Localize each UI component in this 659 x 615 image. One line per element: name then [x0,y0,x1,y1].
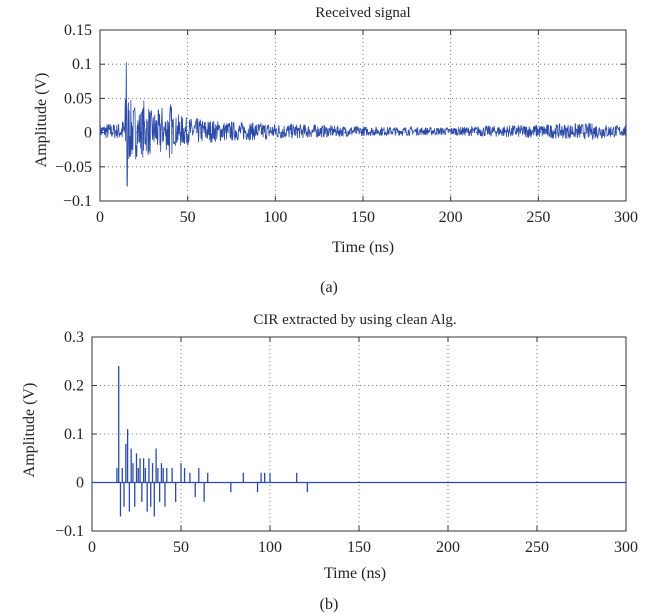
chart-b-xtick-label: 150 [347,539,371,556]
panel-b: CIR extracted by using clean Alg. Time (… [21,312,638,613]
chart-b-ytick-label: −0.1 [55,523,84,540]
chart-a-xtick-label: 250 [526,209,550,226]
chart-a-xtick-label: 150 [351,209,375,226]
chart-a-ytick-label: 0 [84,125,92,142]
chart-a-ytick-label: 0.1 [72,56,92,73]
chart-b-panel-label: (b) [320,596,339,613]
chart-b-xtick-label: 250 [525,539,549,556]
chart-a-title: Received signal [315,5,410,21]
chart-a-series-line [99,62,627,187]
chart-b-xlabel: Time (ns) [324,565,386,582]
chart-b-xtick-label: 300 [614,539,638,556]
chart-a-xtick-label: 0 [96,209,104,226]
chart-b-xtick-label: 100 [258,539,282,556]
chart-a-ytick-label: 0.05 [64,90,92,107]
chart-a-ylabel: Amplitude (V) [33,73,50,168]
chart-b-ytick-label: 0.2 [64,378,84,395]
chart-a-ytick-label: −0.05 [55,159,92,176]
chart-a-xlabel: Time (ns) [332,239,394,256]
chart-b-title: CIR extracted by using clean Alg. [253,312,456,328]
chart-b-ytick-label: 0.3 [64,329,84,346]
chart-b-ylabel: Amplitude (V) [21,383,38,478]
chart-b-ytick-label: 0 [76,475,84,492]
chart-b-xtick-label: 200 [436,539,460,556]
panel-a: Received signal Time (ns) Amplitude (V) … [33,5,638,296]
chart-a-ytick-label: 0.15 [64,22,92,39]
chart-b-xtick-label: 50 [173,539,189,556]
chart-a-xtick-label: 200 [439,209,463,226]
chart-a-xtick-label: 50 [180,209,196,226]
chart-a-xtick-label: 100 [263,209,287,226]
chart-a-ytick-label: −0.1 [63,193,92,210]
chart-a-xtick-label: 300 [614,209,638,226]
chart-a-panel-label: (a) [320,279,338,296]
chart-b-xtick-label: 0 [88,539,96,556]
chart-b-ytick-label: 0.1 [64,426,84,443]
